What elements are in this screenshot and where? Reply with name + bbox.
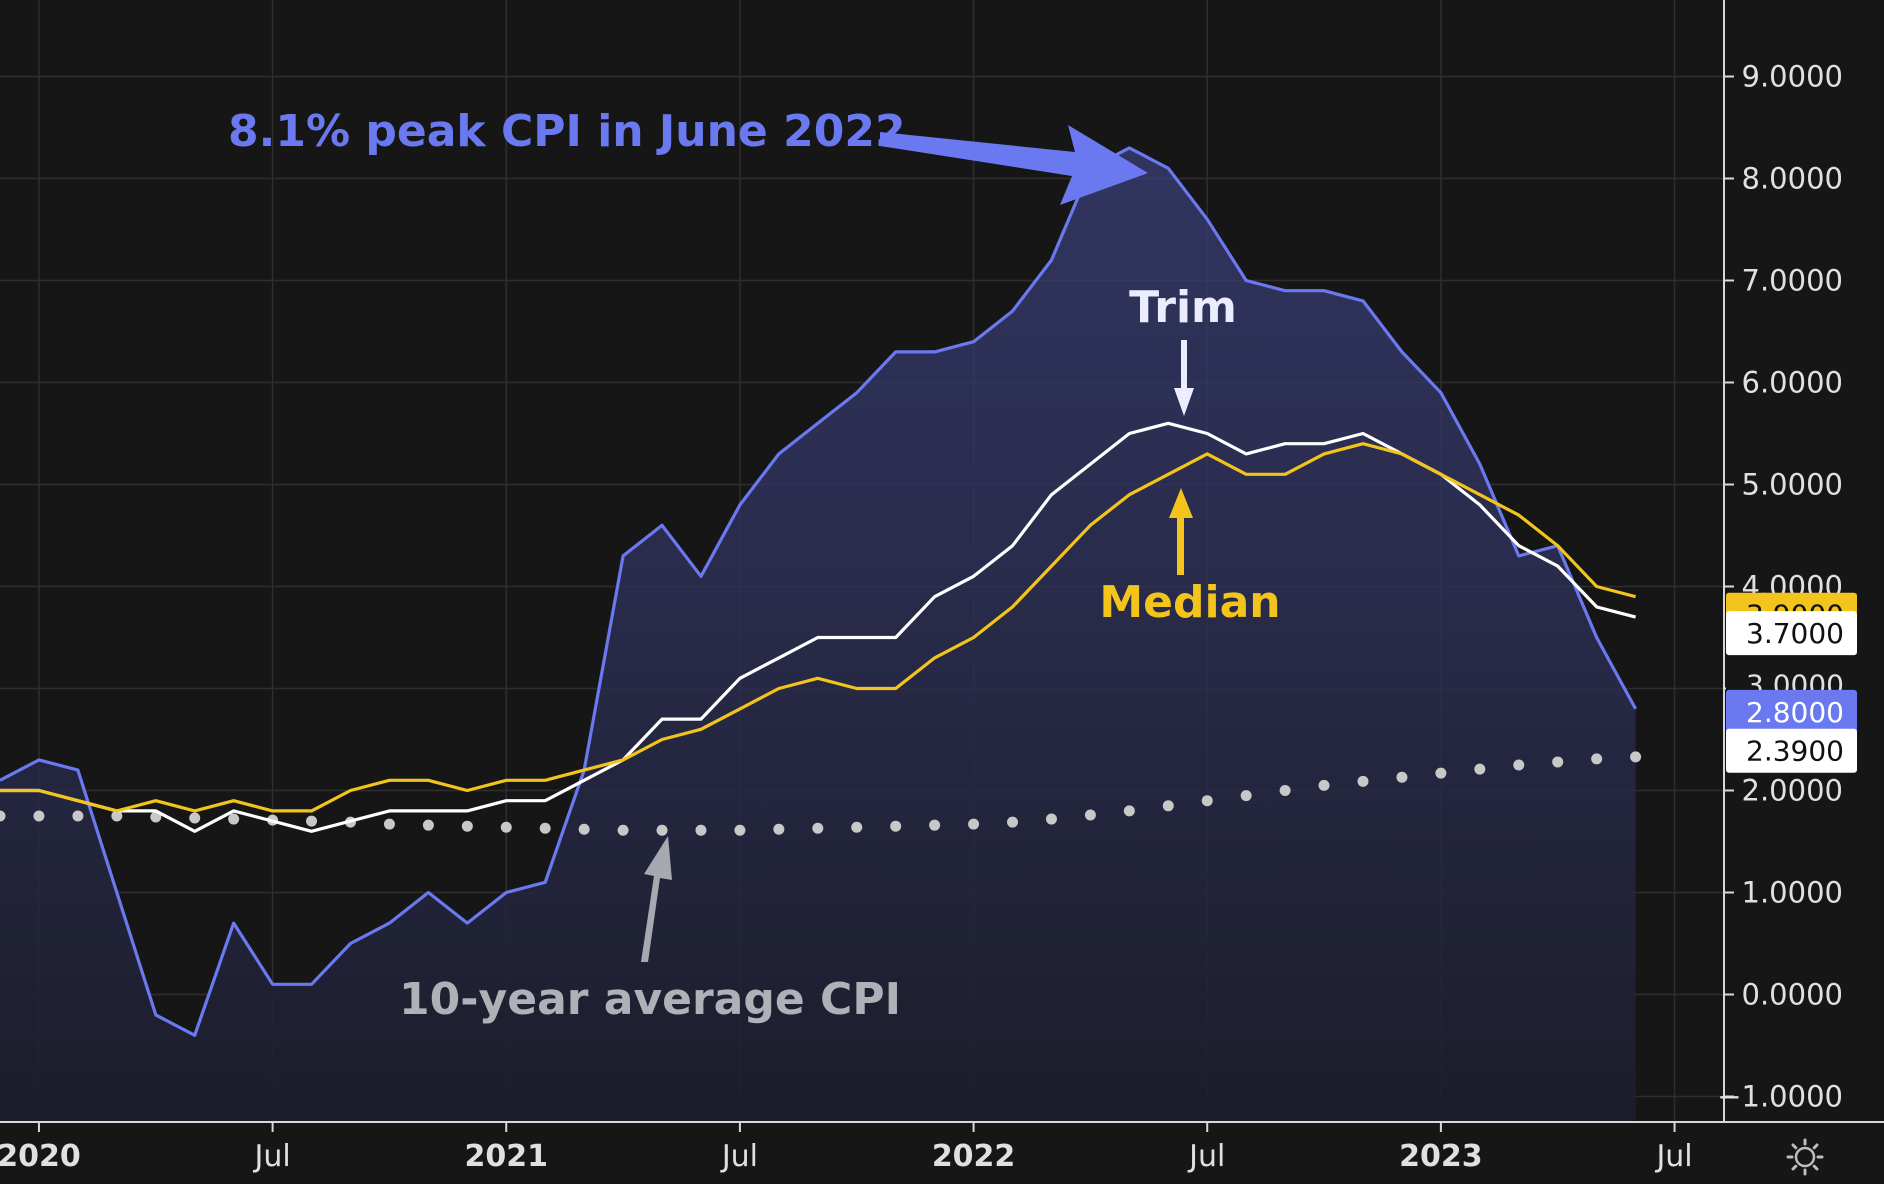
10-year-average-cpi-point — [0, 810, 6, 822]
x-tick-label: 2023 — [1399, 1139, 1483, 1174]
10-year-average-cpi-point — [461, 820, 473, 832]
price-badge-bg — [1726, 728, 1857, 773]
annotations: 8.1% peak CPI in June 2022 Trim Median 1… — [228, 106, 1281, 1025]
y-tick-label: 8.0000 — [1742, 162, 1843, 196]
10-year-average-cpi-point — [890, 820, 902, 832]
10-year-average-cpi-point — [1552, 756, 1564, 768]
x-tick-label: 2021 — [465, 1139, 549, 1174]
10-year-average-cpi-point — [1630, 751, 1642, 763]
10-year-average-cpi-point — [617, 824, 629, 836]
10-year-average-cpi-point — [1162, 800, 1174, 812]
peak-cpi-annotation: 8.1% peak CPI in June 2022 — [228, 106, 906, 157]
x-tick-label: Jul — [252, 1139, 290, 1174]
price-badge-label: 3.7000 — [1746, 617, 1844, 650]
x-tick-label: Jul — [1654, 1139, 1692, 1174]
ten-year-average-annotation: 10-year average CPI — [399, 974, 901, 1025]
x-tick-label: Jul — [720, 1139, 758, 1174]
10-year-average-cpi-point — [851, 821, 863, 833]
10-year-average-cpi-point — [1435, 767, 1447, 779]
10-year-average-cpi-point — [539, 822, 551, 834]
10-year-average-cpi-point — [656, 824, 668, 836]
10-year-average-cpi-point — [773, 823, 785, 835]
price-badge-label: 2.8000 — [1746, 696, 1844, 729]
median-annotation: Median — [1099, 577, 1280, 628]
cpi-line — [0, 146, 1638, 1037]
10-year-average-cpi-point — [1084, 809, 1096, 821]
10-year-average-cpi-point — [1513, 759, 1525, 771]
y-tick-label: 2.0000 — [1742, 774, 1843, 808]
10-year-average-cpi-point — [1201, 795, 1213, 807]
10-year-average-cpi-point — [1123, 805, 1135, 817]
y-tick-label: 5.0000 — [1742, 468, 1843, 502]
median-arrow — [1169, 488, 1193, 575]
10-year-average-cpi-point — [695, 824, 707, 836]
10-year-average-cpi-point — [1591, 753, 1603, 765]
price-badge-label: 2.3900 — [1746, 735, 1844, 768]
y-tick-label: −1.0000 — [1717, 1080, 1843, 1114]
10-year-average-cpi-point — [578, 823, 590, 835]
10-year-average-cpi-point — [1357, 775, 1369, 787]
y-tick-label: 7.0000 — [1742, 264, 1843, 298]
price-badge-bg — [1726, 689, 1857, 734]
10-year-average-cpi-point — [1474, 763, 1486, 775]
10-year-average-cpi-point — [968, 818, 980, 830]
10-year-average-cpi-point — [1279, 785, 1291, 796]
trim-arrow — [1174, 340, 1194, 416]
10-year-average-cpi-point — [1240, 790, 1252, 802]
cpi-area-fill — [0, 147, 1636, 1122]
series-layer — [0, 146, 1642, 1037]
10-year-average-cpi-point — [1396, 771, 1408, 783]
ten-year-average-arrow — [641, 836, 672, 962]
x-tick-label: Jul — [1187, 1139, 1225, 1174]
y-tick-labels: −1.00000.00001.00002.00003.00004.00005.0… — [1717, 60, 1843, 1114]
10-year-average-cpi-point — [111, 810, 123, 822]
price-badge: 2.3900 — [1726, 728, 1857, 773]
x-tick-labels: 2020 Jul 2021 Jul 2022 Jul 2023 Jul — [0, 1122, 1693, 1174]
axes — [0, 0, 1884, 1123]
10-year-average-cpi-point — [929, 819, 941, 831]
price-badge: 3.7000 — [1726, 611, 1857, 656]
10-year-average-cpi-point — [1318, 779, 1330, 791]
median-line — [0, 442, 1637, 813]
trim-line — [0, 421, 1637, 833]
10-year-average-cpi-point — [306, 815, 318, 827]
y-tick-label: 9.0000 — [1742, 60, 1843, 94]
y-tick-label: 0.0000 — [1742, 978, 1843, 1012]
y-tick-label: 6.0000 — [1742, 366, 1843, 400]
10-year-average-cpi-point — [383, 818, 395, 830]
10-year-average-cpi-series — [0, 751, 1642, 836]
x-tick-label: 2020 — [0, 1139, 81, 1174]
10-year-average-cpi-point — [150, 811, 162, 823]
trim-annotation: Trim — [1129, 282, 1237, 333]
10-year-average-cpi-point — [228, 813, 240, 825]
10-year-average-cpi-point — [500, 821, 512, 833]
gear-icon[interactable] — [1786, 1138, 1824, 1176]
x-tick-label: 2022 — [932, 1139, 1016, 1174]
10-year-average-cpi-point — [189, 812, 201, 824]
10-year-average-cpi-point — [422, 819, 434, 831]
10-year-average-cpi-point — [1007, 816, 1019, 828]
10-year-average-cpi-point — [812, 822, 824, 834]
price-badge: 2.8000 — [1726, 689, 1857, 734]
10-year-average-cpi-point — [1045, 813, 1057, 825]
cpi-area — [0, 147, 1636, 1122]
price-badge-bg — [1726, 611, 1857, 656]
10-year-average-cpi-point — [33, 810, 45, 822]
10-year-average-cpi-point — [734, 824, 746, 836]
peak-cpi-arrow — [880, 125, 1148, 205]
10-year-average-cpi-point — [72, 810, 84, 822]
y-tick-label: 1.0000 — [1742, 876, 1843, 910]
